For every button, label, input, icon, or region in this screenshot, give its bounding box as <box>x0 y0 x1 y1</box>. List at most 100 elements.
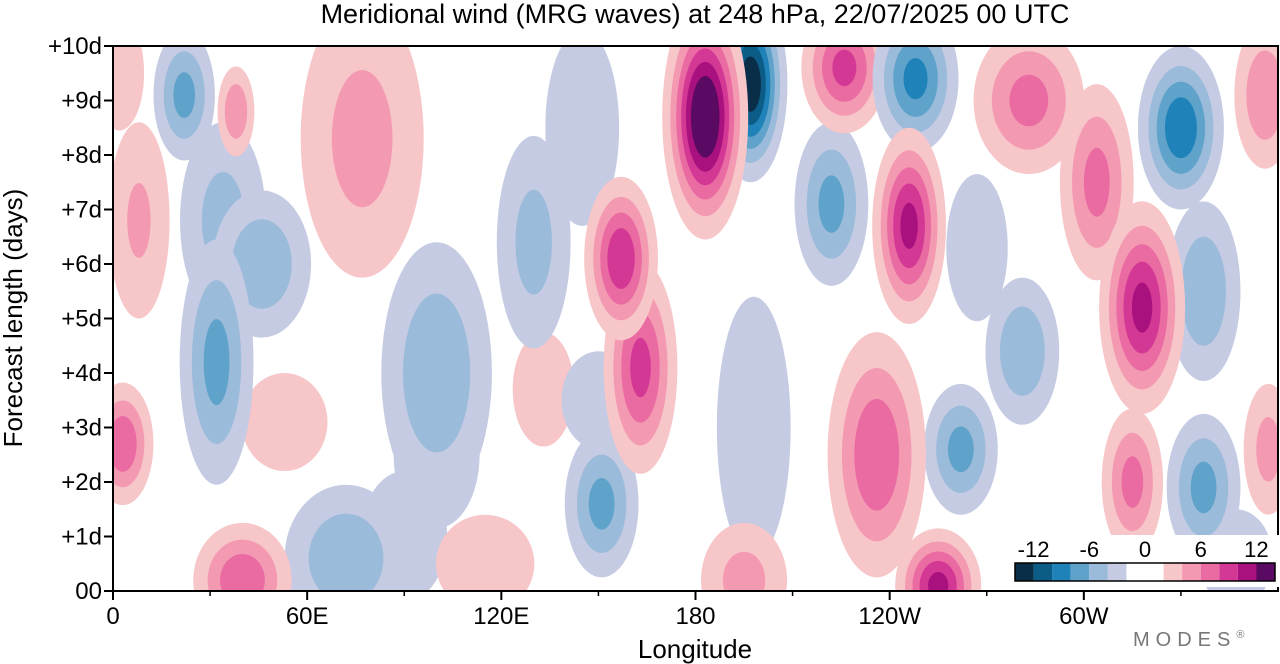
contour-level-12 <box>690 76 720 158</box>
wind-anomaly-southerly <box>1243 383 1278 515</box>
y-tick-label: +8d <box>61 142 102 169</box>
y-tick-label: +5d <box>61 306 102 333</box>
wind-anomaly-southerly <box>1234 46 1278 169</box>
wind-anomaly-northerly <box>946 174 1008 322</box>
wind-anomaly-northerly <box>153 46 215 161</box>
colorbar-swatch <box>1015 563 1034 581</box>
contour-level-6 <box>1121 456 1144 508</box>
colorbar-frame <box>1014 562 1276 582</box>
x-tick-label: 120W <box>858 603 921 630</box>
y-tick-label: +4d <box>61 360 102 387</box>
y-tick-label: +6d <box>61 251 102 278</box>
colorbar-tick-label: 0 <box>1139 537 1151 562</box>
wind-anomaly-northerly <box>179 239 254 485</box>
colorbar-tick-label: 12 <box>1244 537 1268 562</box>
wind-anomaly-southerly <box>701 522 788 591</box>
wind-anomaly-southerly <box>662 46 749 240</box>
contour-level--6 <box>947 426 974 473</box>
wind-anomaly-southerly <box>973 46 1085 175</box>
wind-anomaly-southerly <box>113 46 145 131</box>
wind-anomaly-northerly <box>564 430 639 578</box>
colorbar-swatch <box>1163 563 1183 581</box>
x-tick-label: 120E <box>473 603 529 630</box>
contour-level--2 <box>946 174 1008 322</box>
contour-level--6 <box>818 175 845 233</box>
wind-anomaly-southerly <box>217 66 255 157</box>
wind-anomaly-southerly <box>872 127 946 324</box>
chart-title: Meridional wind (MRG waves) at 248 hPa, … <box>321 0 1070 29</box>
contour-level--2 <box>716 296 791 559</box>
colorbar-swatch <box>1237 563 1257 581</box>
plot-frame <box>112 45 1279 592</box>
contour-level-4 <box>127 183 151 258</box>
y-tick-label: +10d <box>48 33 102 60</box>
y-tick-label: +9d <box>61 88 102 115</box>
y-tick-label: +3d <box>61 415 102 442</box>
colorbar-tick-label: -6 <box>1080 537 1100 562</box>
wind-anomaly-northerly <box>1166 413 1241 562</box>
contour-level-10 <box>900 202 918 250</box>
wind-anomaly-northerly <box>985 277 1060 425</box>
wind-field <box>113 46 1278 591</box>
contour-level-4 <box>1256 417 1278 482</box>
wind-anomaly-northerly <box>381 242 492 504</box>
wind-anomaly-northerly <box>284 484 408 591</box>
contour-level-2 <box>241 373 328 472</box>
contour-level-6 <box>1083 147 1110 217</box>
y-tick-label: 00 <box>75 578 102 605</box>
wind-anomaly-southerly <box>113 122 170 319</box>
y-axis: 00 +1d +2d +3d +4d +5d +6d +7d +8d +9d +10d <box>48 33 113 605</box>
contour-level-6 <box>854 398 900 511</box>
contour-level--6 <box>1190 461 1217 514</box>
brand-logo: MODES® <box>1133 629 1244 651</box>
contour-level--6 <box>173 72 195 118</box>
contour-level--4 <box>999 306 1045 396</box>
x-tick-label: 180 <box>675 603 715 630</box>
x-axis: 0 60E 120E 180 120W 60W <box>106 591 1182 630</box>
wind-anomaly-northerly <box>1166 201 1241 382</box>
wind-anomaly-southerly <box>435 514 535 591</box>
colorbar-tick-label: -12 <box>1018 537 1050 562</box>
contour-level--8 <box>1164 97 1197 159</box>
wind-anomaly-northerly <box>716 296 791 559</box>
wind-anomaly-southerly <box>241 373 328 472</box>
contour-level--4 <box>403 293 471 453</box>
wind-anomaly-southerly <box>113 382 154 506</box>
wind-anomaly-northerly <box>923 383 998 515</box>
x-axis-label: Longitude <box>638 634 752 664</box>
contour-level-2 <box>512 332 575 447</box>
contour-level--4 <box>308 513 384 591</box>
contour-level--4 <box>231 219 292 309</box>
contour-level-8 <box>607 228 635 289</box>
colorbar-swatch <box>1033 563 1053 581</box>
colorbar-swatch <box>1182 563 1201 581</box>
colorbar-swatch <box>1052 563 1071 581</box>
x-tick-label: 0 <box>106 603 119 630</box>
colorbar-swatch <box>1089 563 1108 581</box>
y-tick-label: +2d <box>61 469 102 496</box>
colorbar: -12 -6 0 6 12 <box>1009 535 1280 587</box>
contour-level--6 <box>203 319 230 406</box>
contour-level-10 <box>1131 282 1153 333</box>
wind-anomaly-southerly <box>801 46 888 134</box>
contour-level--6 <box>588 478 615 530</box>
contour-level-6 <box>1009 74 1049 127</box>
wind-anomaly-northerly <box>496 135 571 349</box>
contour-level-4 <box>331 70 393 208</box>
colorbar-swatch <box>1107 563 1127 581</box>
x-tick-label: 60W <box>1059 603 1109 630</box>
wind-anomaly-southerly <box>300 46 424 278</box>
contour-level-8 <box>630 337 651 398</box>
colorbar-swatch <box>1070 563 1090 581</box>
contour-level-8 <box>832 49 857 87</box>
contour-level-6 <box>220 554 265 591</box>
wind-anomaly-northerly <box>1137 46 1224 210</box>
colorbar-swatch <box>1256 563 1275 581</box>
x-tick-label: 60E <box>286 603 329 630</box>
contour-level-4 <box>722 551 766 591</box>
colorbar-swatch <box>1200 563 1220 581</box>
wind-anomaly-southerly <box>1099 201 1186 414</box>
contour-level-2 <box>113 46 145 131</box>
contour-level-4 <box>1246 50 1278 140</box>
